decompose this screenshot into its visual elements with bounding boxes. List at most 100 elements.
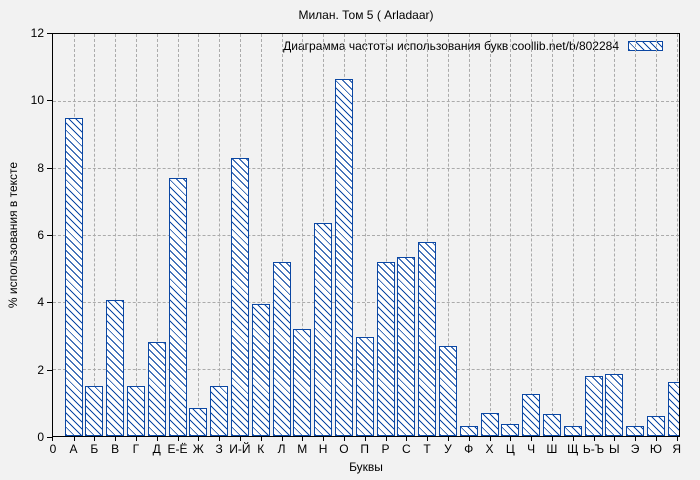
x-tick-label: З [215,442,223,456]
x-tick-label: Ю [649,442,662,456]
legend-label: Диаграмма частоты использования букв coo… [283,39,619,53]
bar [85,386,104,436]
y-tick [47,167,52,169]
h-gridline [53,101,679,102]
x-tick [177,437,179,441]
x-tick-label: Л [277,442,286,456]
bar [189,408,208,436]
bar [459,426,478,436]
bar [646,416,665,436]
h-gridline [53,235,679,236]
bar [314,223,333,436]
bar [605,374,624,436]
plot-area: Диаграмма частоты использования букв coo… [52,33,680,437]
x-tick [343,437,345,441]
x-tick-label: У [444,442,452,456]
v-gridline [572,34,574,436]
v-gridline [531,34,533,436]
x-tick-label: А [69,442,78,456]
x-tick-label: П [360,442,369,456]
x-tick [593,437,595,441]
x-tick-label: Ч [527,442,536,456]
v-gridline [468,34,470,436]
v-gridline [198,34,200,436]
x-tick-label: М [297,442,308,456]
v-gridline [510,34,512,436]
bar [397,257,416,436]
x-tick [94,437,96,441]
bar [542,414,561,436]
chart-title: Милан. Том 5 ( Arladaar) [298,8,434,22]
x-tick-label: Х [485,442,494,456]
bar [334,79,353,436]
x-tick-label: Ш [546,442,558,456]
x-tick [239,437,241,441]
y-tick [47,369,52,371]
x-tick-label: Р [381,442,390,456]
x-tick [427,437,429,441]
x-tick [323,437,325,441]
y-tick-label: 10 [30,93,44,108]
bar [501,424,520,436]
x-tick [614,437,616,441]
x-tick-label: Н [318,442,328,456]
v-gridline [260,34,262,436]
bar [293,329,312,436]
x-tick [302,437,304,441]
x-axis-tick-labels: А Б В Г Д Е-Ё Ж З И-Й К Л М Н О П Р С Т У Ф Х Ц Ч Ш Щ Ь-Ъ Ы Э Ю Я 0 [49,442,682,457]
x-tick [156,437,158,441]
bar [147,342,166,436]
v-gridline [489,34,491,436]
x-tick [676,437,678,441]
v-gridline [281,34,283,436]
x-tick-label: О [339,442,349,456]
y-tick [47,235,52,236]
x-tick-label: С [401,442,411,456]
y-tick-label: 0 [37,430,44,444]
v-gridline [427,34,429,436]
x-tick-label: Я [672,442,682,456]
y-tick [47,437,52,438]
x-tick [572,437,574,441]
x-tick-label: Ф [464,442,474,456]
x-tick [52,437,53,441]
x-tick-label: Ж [192,442,204,456]
v-gridline [219,34,221,436]
legend-swatch-icon [628,41,663,51]
y-tick-label: 2 [37,362,44,377]
bar [522,394,541,436]
x-tick-label: Е-Ё [167,442,188,456]
v-gridline [635,34,637,436]
bar [210,386,229,436]
h-gridline [53,302,679,303]
x-axis-title: Буквы [349,460,383,474]
x-tick-label-origin: 0 [49,442,57,456]
x-tick-label: Э [630,442,640,456]
y-tick-label: 6 [37,228,44,242]
x-tick-label: Д [152,442,161,456]
v-gridline [385,34,387,436]
x-tick [531,437,533,441]
x-tick-label: Б [90,442,99,456]
x-tick [406,437,408,441]
v-gridline [676,34,678,436]
x-tick [551,437,553,441]
h-gridline [53,168,679,169]
bar [667,382,679,436]
x-tick [510,437,512,441]
x-tick [281,437,283,441]
bar [563,426,582,436]
x-tick [447,437,449,441]
x-tick [489,437,491,441]
x-tick [385,437,387,441]
bar [355,337,374,436]
v-gridline [156,34,158,436]
x-tick-label: Ь-Ъ [582,442,605,456]
v-gridline [406,34,408,436]
bar [418,242,437,436]
x-tick-label: К [257,442,265,456]
x-tick-label: Г [132,442,140,456]
y-tick-label: 4 [37,295,44,310]
x-tick [468,437,470,441]
x-tick [655,437,657,441]
